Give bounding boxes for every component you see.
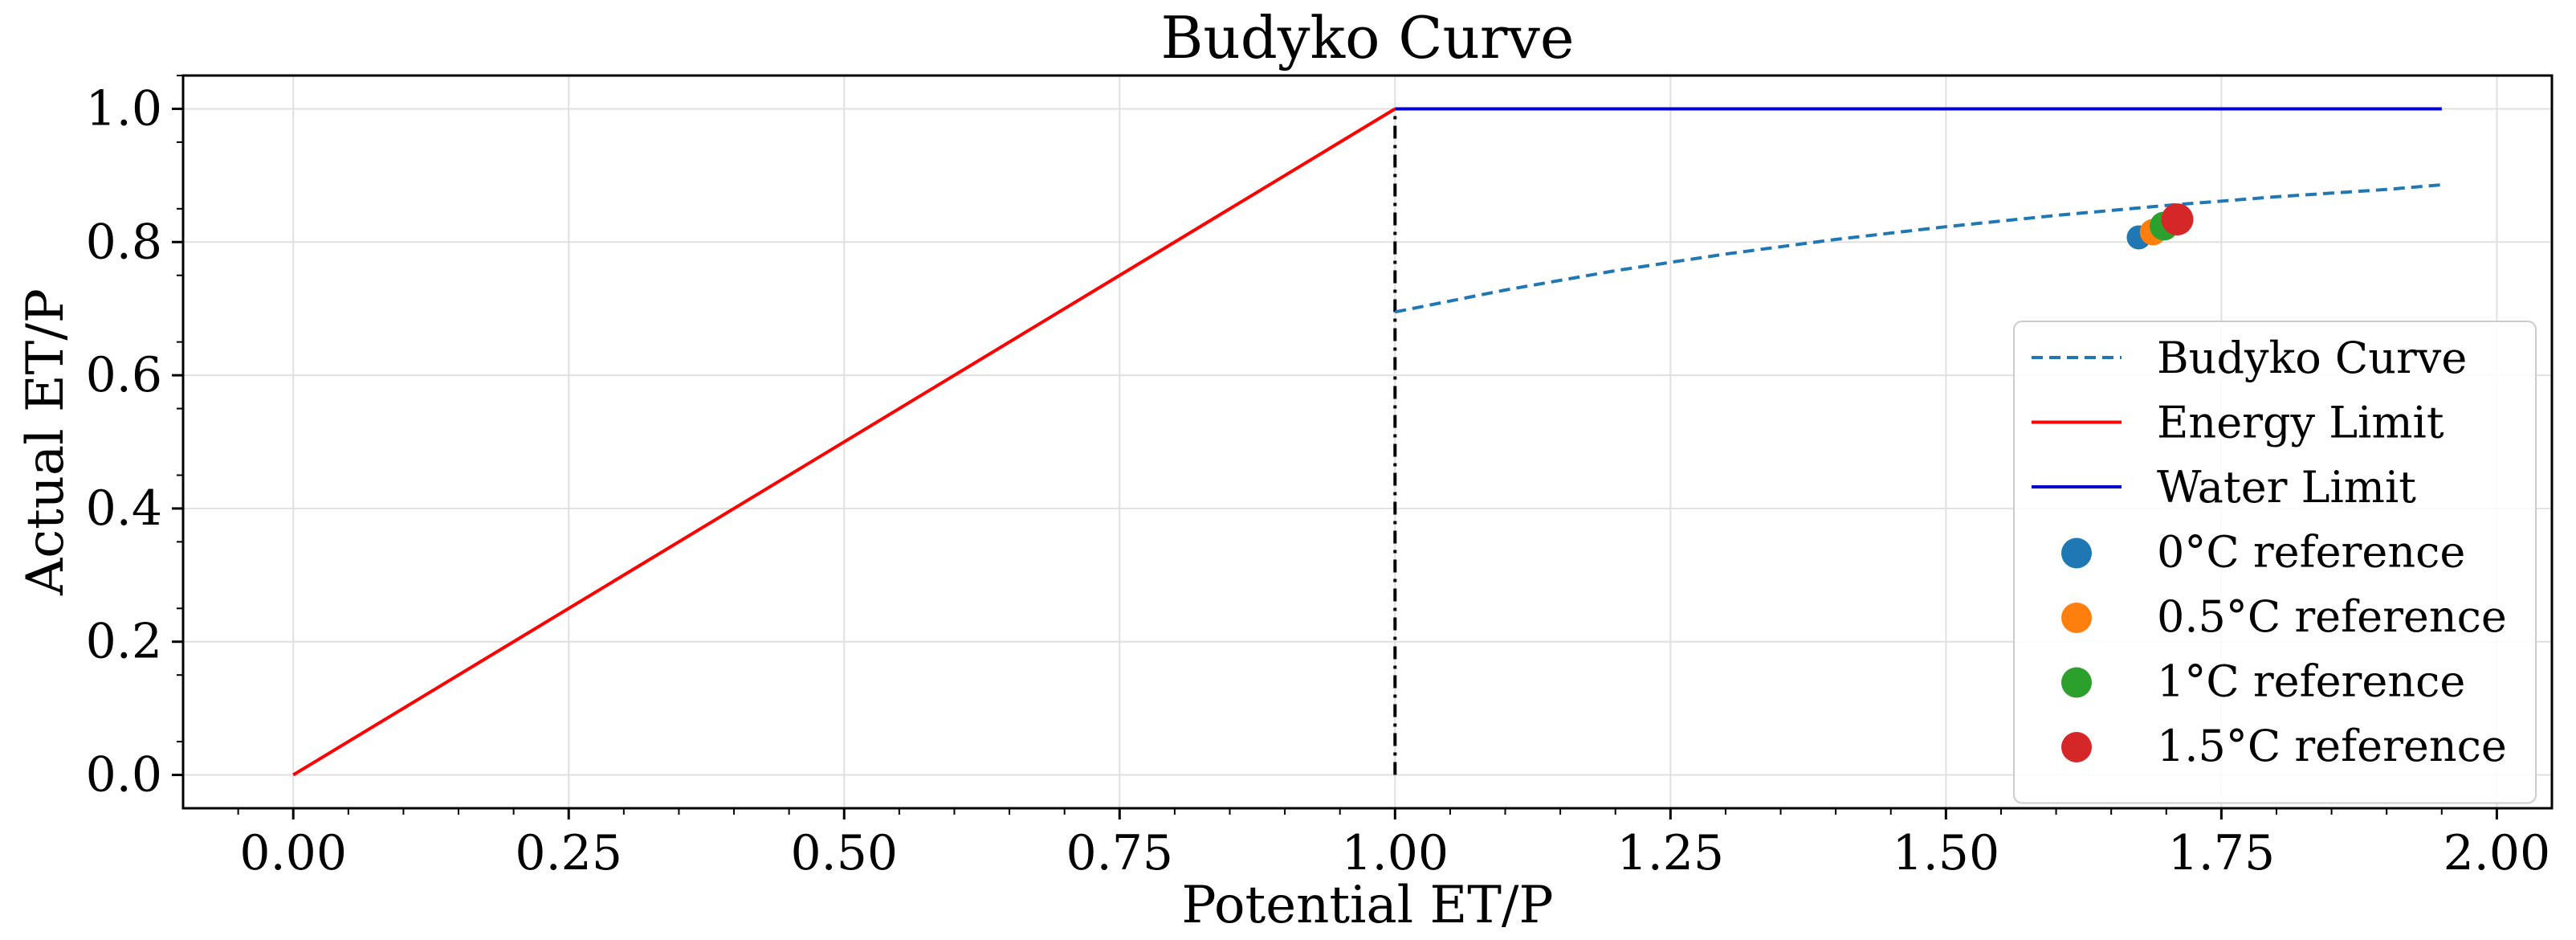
x-tick-label: 0.75 bbox=[1066, 825, 1173, 881]
x-tick-label: 1.50 bbox=[1893, 825, 2000, 881]
legend-dot-marker bbox=[2061, 732, 2092, 762]
legend-label: 0°C reference bbox=[2157, 527, 2465, 578]
legend-label: 1°C reference bbox=[2157, 656, 2465, 707]
axis-ticks: 0.00 0.25 0.50 0.75 1.00 1.25 1.50 1.75 2.00 0.0 0… bbox=[86, 75, 2551, 881]
legend-dot-marker bbox=[2061, 537, 2092, 569]
series-line-1 bbox=[292, 107, 1396, 777]
x-tick-label: 2.00 bbox=[2444, 825, 2551, 881]
x-axis-label: Potential ET/P bbox=[1182, 876, 1554, 935]
y-axis-label: Actual ET/P bbox=[16, 288, 75, 596]
legend-dot-marker bbox=[2061, 603, 2092, 633]
y-tick-label: 1.0 bbox=[86, 80, 162, 137]
x-tick-label: 0.00 bbox=[239, 825, 347, 881]
y-tick-label: 0.0 bbox=[86, 747, 162, 803]
legend: Budyko Curve Energy Limit Water Limit 0°C r… bbox=[2013, 321, 2537, 804]
plot-frame bbox=[181, 74, 2554, 810]
x-tick-label: 0.25 bbox=[515, 825, 622, 881]
chart-title: Budyko Curve bbox=[1160, 4, 1574, 72]
y-tick-label: 0.6 bbox=[86, 347, 162, 403]
x-tick-label: 1.25 bbox=[1617, 825, 1725, 881]
legend-label: Budyko Curve bbox=[2157, 333, 2467, 383]
legend-label: Energy Limit bbox=[2157, 398, 2444, 448]
y-tick-label: 0.8 bbox=[86, 214, 162, 270]
y-tick-label: 0.4 bbox=[86, 480, 162, 537]
x-tick-label: 1.00 bbox=[1342, 825, 1449, 881]
legend-label: 1.5°C reference bbox=[2157, 721, 2507, 771]
legend-label: 0.5°C reference bbox=[2157, 591, 2507, 642]
y-tick-label: 0.2 bbox=[86, 614, 162, 670]
legend-label: Water Limit bbox=[2157, 462, 2416, 513]
x-tick-label: 1.75 bbox=[2168, 825, 2276, 881]
x-tick-label: 0.50 bbox=[790, 825, 898, 881]
scatter-point-6 bbox=[2161, 203, 2194, 236]
legend-box bbox=[2013, 321, 2537, 804]
series-line-0 bbox=[1394, 183, 2442, 314]
legend-dot-marker bbox=[2061, 667, 2092, 698]
data-layer bbox=[292, 107, 2442, 777]
